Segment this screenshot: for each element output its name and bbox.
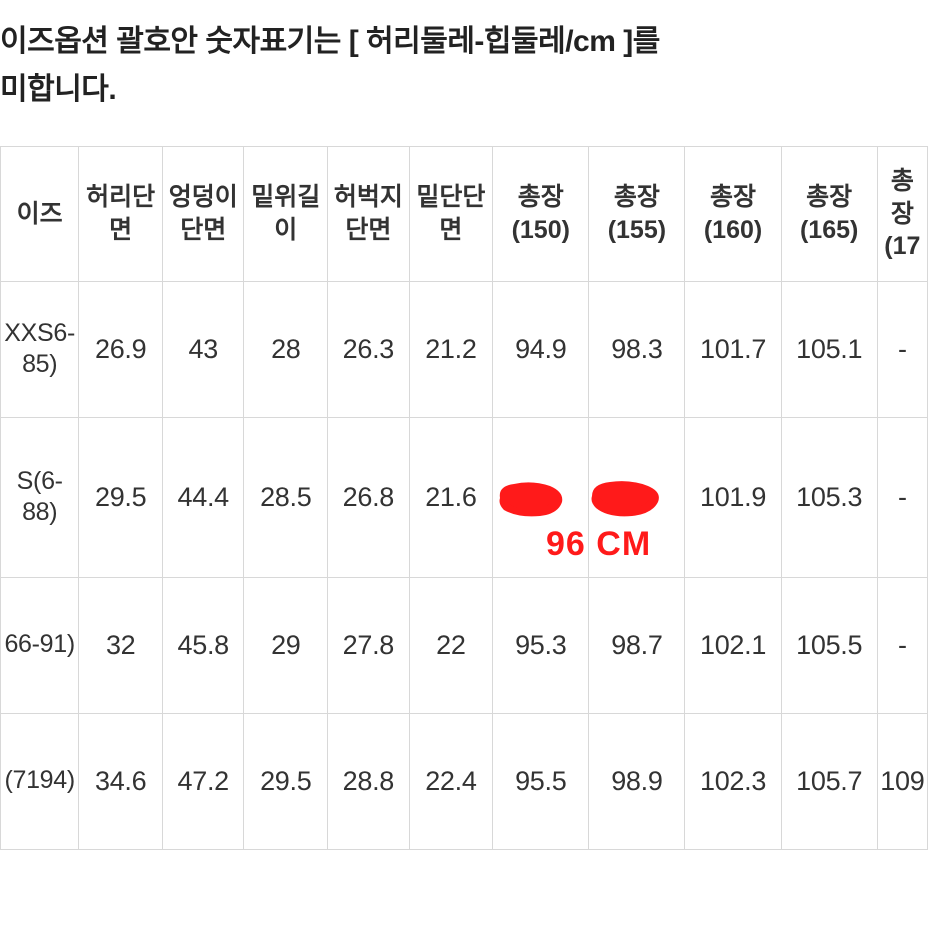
data-cell: - (877, 577, 927, 713)
data-cell: 22 (409, 577, 493, 713)
size-cell: XXS6-85) (1, 281, 79, 417)
description-text: 이즈옵션 괄호안 숫자표기는 [ 허리둘레-힙둘레/cm ]를 미합니다. (0, 0, 928, 146)
data-cell: 105.1 (781, 281, 877, 417)
data-cell: 34.6 (79, 713, 163, 849)
table-row: XXS6-85) 26.9 43 28 26.3 21.2 94.9 98.3 … (1, 281, 928, 417)
size-cell: (7194) (1, 713, 79, 849)
data-cell: 26.9 (79, 281, 163, 417)
col-hip: 엉덩이단면 (162, 147, 244, 282)
data-cell: 94.9 (493, 281, 589, 417)
data-cell: 26.3 (328, 281, 410, 417)
data-cell: 28 (244, 281, 328, 417)
data-cell: 21.6 (409, 417, 493, 577)
data-cell: 44.4 (162, 417, 244, 577)
table-row: (7194) 34.6 47.2 29.5 28.8 22.4 95.5 98.… (1, 713, 928, 849)
data-cell: 26.8 (328, 417, 410, 577)
table-header-row: 이즈 허리단면 엉덩이단면 밑위길이 허벅지단면 밑단단면 총장(150) 총장… (1, 147, 928, 282)
data-cell: - (877, 417, 927, 577)
col-length-150: 총장(150) (493, 147, 589, 282)
data-cell: 98.7 (589, 577, 685, 713)
data-cell: 102.3 (685, 713, 781, 849)
data-cell: 105.5 (781, 577, 877, 713)
data-cell: 105.3 (781, 417, 877, 577)
data-cell: 105.7 (781, 713, 877, 849)
data-cell: 29.5 (79, 417, 163, 577)
col-size: 이즈 (1, 147, 79, 282)
data-cell: 43 (162, 281, 244, 417)
data-cell: 98.3 (589, 281, 685, 417)
col-rise: 밑위길이 (244, 147, 328, 282)
data-cell-redacted (493, 417, 589, 577)
data-cell: 109 (877, 713, 927, 849)
table-row: S(6-88) 29.5 44.4 28.5 26.8 21.6 101.9 1… (1, 417, 928, 577)
data-cell: - (877, 281, 927, 417)
data-cell: 101.7 (685, 281, 781, 417)
col-length-160: 총장(160) (685, 147, 781, 282)
data-cell-redacted (589, 417, 685, 577)
col-waist: 허리단면 (79, 147, 163, 282)
data-cell: 95.3 (493, 577, 589, 713)
description-line-2: 미합니다. (0, 73, 116, 106)
table-row: 66-91) 32 45.8 29 27.8 22 95.3 98.7 102.… (1, 577, 928, 713)
data-cell: 47.2 (162, 713, 244, 849)
data-cell: 29 (244, 577, 328, 713)
col-length-170: 총장(17 (877, 147, 927, 282)
data-cell: 22.4 (409, 713, 493, 849)
data-cell: 45.8 (162, 577, 244, 713)
data-cell: 32 (79, 577, 163, 713)
data-cell: 29.5 (244, 713, 328, 849)
data-cell: 98.9 (589, 713, 685, 849)
description-line-1: 이즈옵션 괄호안 숫자표기는 [ 허리둘레-힙둘레/cm ]를 (0, 25, 660, 58)
size-cell: S(6-88) (1, 417, 79, 577)
data-cell: 28.5 (244, 417, 328, 577)
col-hem: 밑단단면 (409, 147, 493, 282)
size-cell: 66-91) (1, 577, 79, 713)
data-cell: 28.8 (328, 713, 410, 849)
data-cell: 21.2 (409, 281, 493, 417)
col-length-155: 총장(155) (589, 147, 685, 282)
size-table: 이즈 허리단면 엉덩이단면 밑위길이 허벅지단면 밑단단면 총장(150) 총장… (0, 146, 928, 850)
data-cell: 102.1 (685, 577, 781, 713)
data-cell: 27.8 (328, 577, 410, 713)
col-length-165: 총장(165) (781, 147, 877, 282)
col-thigh: 허벅지단면 (328, 147, 410, 282)
data-cell: 95.5 (493, 713, 589, 849)
data-cell: 101.9 (685, 417, 781, 577)
